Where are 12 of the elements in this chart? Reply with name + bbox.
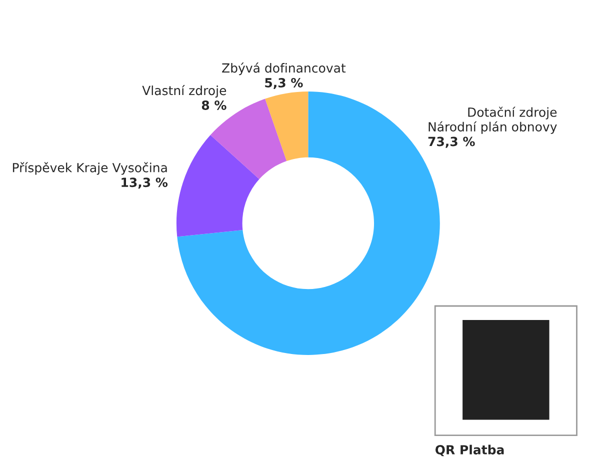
donut-slice	[265, 92, 308, 162]
text: QR Platba	[435, 444, 504, 456]
slice-label: Dotační zdroje Národní plán obnovy	[428, 106, 557, 134]
slice-label: Zbývá dofinancovat	[222, 62, 346, 76]
data-label: 5,3 %	[265, 78, 303, 90]
slice-label: Příspěvek Kraje Vysočina	[12, 162, 167, 175]
data-label: 8 %	[202, 100, 226, 110]
data-label: 73,3 %	[428, 136, 475, 148]
slice-label: Vlastní zdroje	[142, 85, 226, 98]
data-label: 13,3 %	[122, 178, 168, 189]
donut-slice	[210, 98, 287, 180]
donut-slice	[176, 135, 260, 237]
